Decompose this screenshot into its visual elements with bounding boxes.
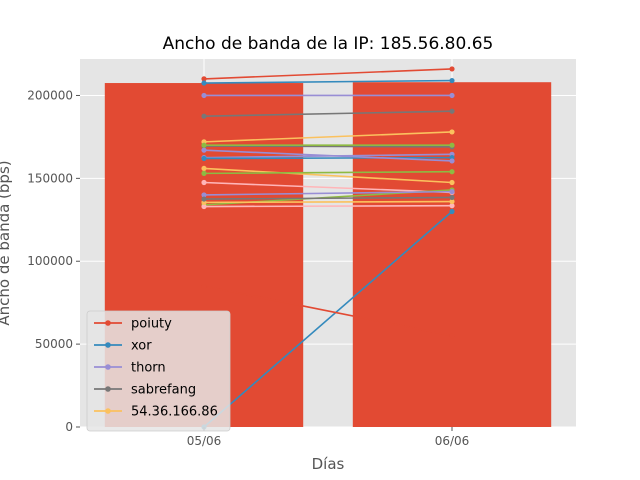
series-line bbox=[203, 170, 453, 175]
legend-entry: 54.36.166.86 bbox=[94, 405, 218, 420]
series-line bbox=[203, 167, 453, 184]
legend-entry: xor bbox=[94, 339, 152, 354]
legend-entry: sabrefang bbox=[94, 383, 196, 398]
series-point bbox=[201, 147, 207, 153]
legend-entry: poiuty bbox=[94, 317, 172, 332]
legend-box bbox=[86, 310, 231, 432]
series-line bbox=[203, 196, 453, 200]
y-axis-ticks: 0 50000 100000 150000 200000 bbox=[27, 88, 80, 434]
series-point bbox=[201, 113, 207, 119]
series-line bbox=[203, 131, 453, 143]
series-point bbox=[201, 142, 207, 148]
legend-swatch-marker bbox=[105, 342, 111, 348]
legend-label: 54.36.166.86 bbox=[131, 405, 218, 420]
series-point bbox=[201, 203, 207, 210]
series-point bbox=[201, 196, 207, 202]
series-point bbox=[449, 129, 455, 135]
series-point bbox=[201, 192, 207, 198]
series-line-18 bbox=[201, 142, 455, 148]
legend-swatch-marker bbox=[105, 364, 111, 370]
legend-label: xor bbox=[131, 339, 152, 354]
y-tick-label: 0 bbox=[65, 420, 73, 434]
series-line-14 bbox=[201, 189, 455, 198]
series-point bbox=[449, 194, 455, 201]
legend-swatch-marker bbox=[105, 386, 111, 392]
series-line bbox=[203, 210, 453, 428]
series-line-10 bbox=[201, 169, 455, 176]
series-line bbox=[203, 156, 453, 160]
series-point bbox=[201, 283, 207, 289]
y-tick-label: 100000 bbox=[27, 254, 73, 268]
series-point bbox=[201, 155, 207, 162]
series-line bbox=[203, 149, 453, 162]
series-point bbox=[201, 179, 207, 186]
legend-swatch-marker bbox=[105, 408, 111, 414]
series-line bbox=[203, 190, 453, 196]
y-tick-label: 200000 bbox=[27, 88, 73, 102]
series-point bbox=[449, 203, 455, 209]
series-line bbox=[203, 204, 453, 208]
series-lines bbox=[201, 66, 455, 430]
series-line-5 bbox=[201, 283, 455, 339]
series-line-9 bbox=[201, 165, 455, 186]
series-point bbox=[449, 169, 455, 175]
bar-06/06 bbox=[352, 82, 552, 427]
series-line bbox=[203, 68, 453, 80]
series-line bbox=[203, 200, 453, 204]
series-point bbox=[201, 80, 207, 86]
legend-label: poiuty bbox=[131, 317, 172, 332]
series-line bbox=[203, 110, 453, 117]
series-point bbox=[449, 179, 455, 186]
legend-label: sabrefang bbox=[131, 383, 196, 398]
x-tick-label: 05/06 bbox=[187, 434, 222, 448]
series-point bbox=[449, 108, 455, 114]
series-line-19 bbox=[201, 194, 455, 202]
y-tick-label: 50000 bbox=[35, 337, 73, 351]
series-point bbox=[201, 170, 207, 176]
x-axis-label: Días bbox=[312, 455, 345, 473]
x-tick-label: 06/06 bbox=[435, 434, 470, 448]
chart-title: Ancho de banda de la IP: 185.56.80.65 bbox=[163, 34, 494, 54]
legend-swatch-marker bbox=[105, 320, 111, 326]
series-sabrefang bbox=[201, 108, 455, 119]
series-poiuty bbox=[201, 66, 455, 82]
legend: poiuty xor thorn sabrefang 54.36.166.86 bbox=[86, 310, 231, 432]
series-point bbox=[449, 77, 455, 84]
series-point bbox=[449, 198, 455, 205]
y-tick-label: 150000 bbox=[27, 171, 73, 185]
series-line-17 bbox=[201, 147, 455, 164]
series-line bbox=[203, 285, 453, 337]
series-point bbox=[449, 333, 455, 339]
series-line bbox=[203, 145, 453, 148]
series-point bbox=[449, 142, 455, 148]
series-point bbox=[449, 158, 455, 164]
series-point bbox=[449, 208, 455, 215]
series-point bbox=[449, 66, 455, 72]
series-point bbox=[201, 165, 207, 172]
legend-entry: thorn bbox=[94, 361, 166, 376]
series-line-6 bbox=[201, 77, 455, 86]
series-point bbox=[201, 76, 207, 82]
series-thorn bbox=[201, 92, 455, 99]
series-point bbox=[449, 92, 455, 99]
series-line bbox=[203, 181, 453, 194]
series-point bbox=[449, 189, 455, 195]
y-axis-label: Ancho de banda (bps) bbox=[0, 160, 13, 325]
series-line-13 bbox=[201, 203, 455, 210]
legend-label: thorn bbox=[131, 361, 166, 376]
series-point bbox=[201, 92, 207, 99]
series-line bbox=[203, 79, 453, 84]
x-axis-ticks: 05/06 06/06 bbox=[187, 427, 470, 448]
